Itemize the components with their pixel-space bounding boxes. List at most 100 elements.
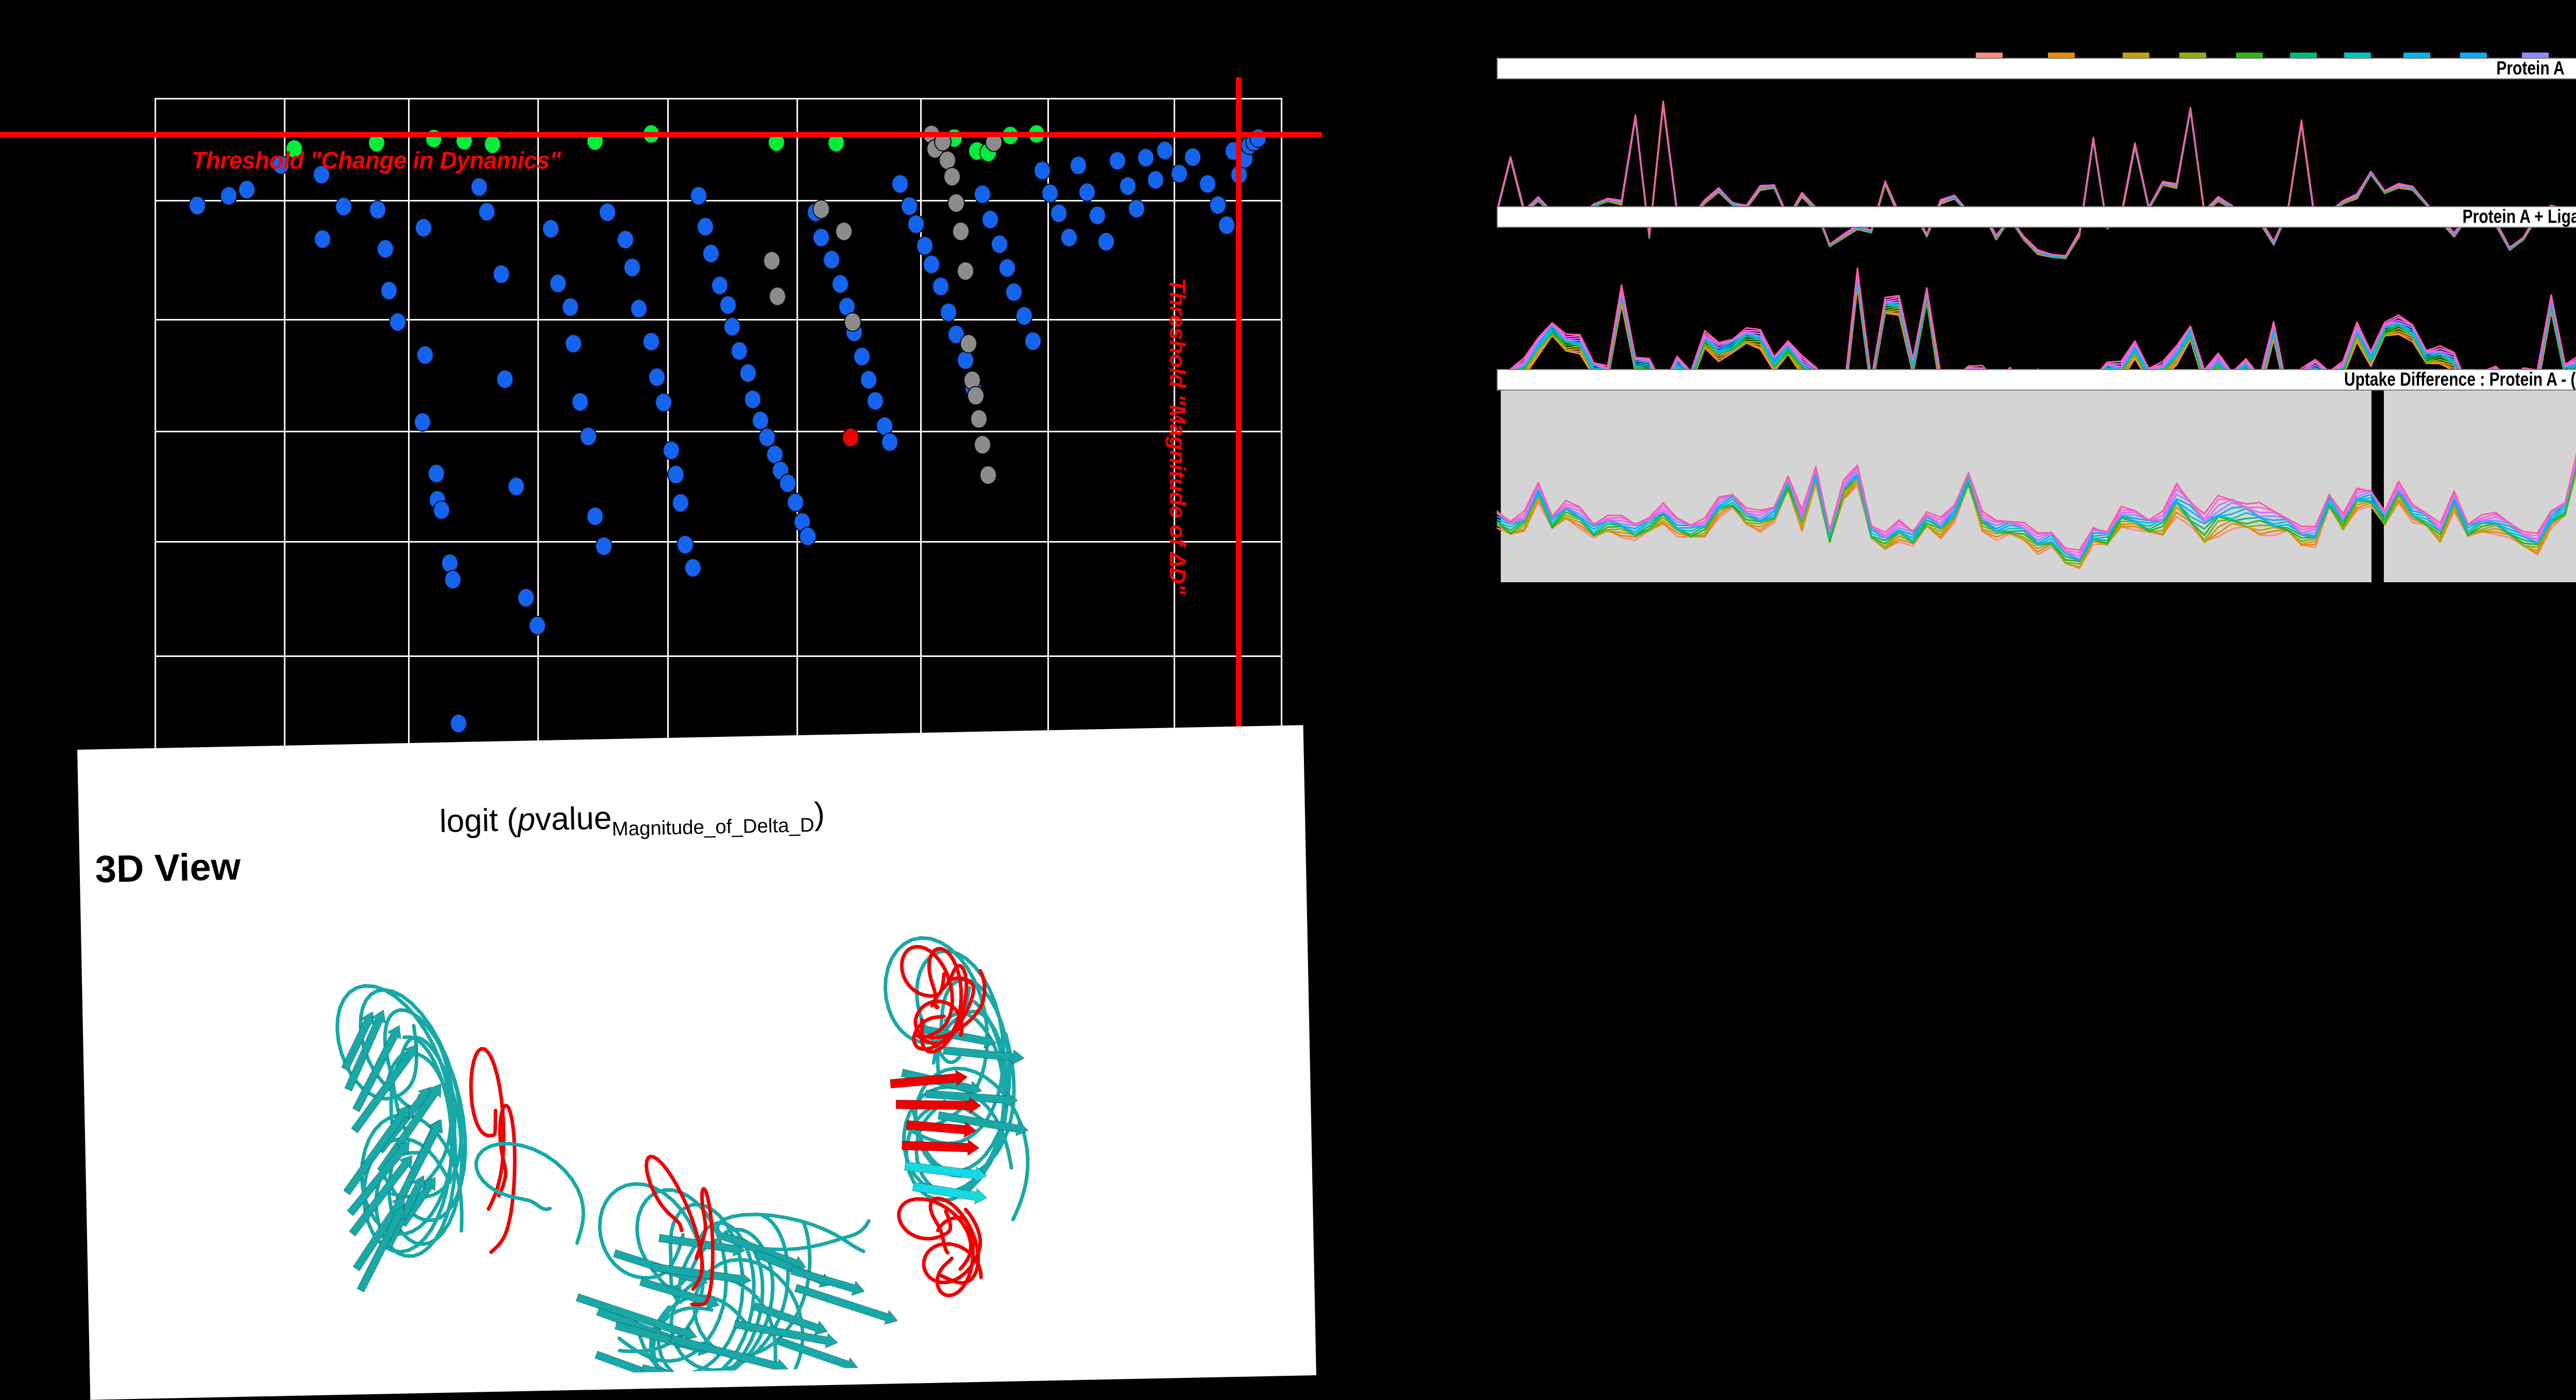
- volcano-data-point[interactable]: [483, 134, 501, 154]
- volcano-data-point[interactable]: [579, 427, 597, 447]
- volcano-data-point[interactable]: [778, 473, 796, 493]
- volcano-data-point[interactable]: [960, 333, 978, 353]
- volcano-data-point[interactable]: [1050, 204, 1068, 224]
- uptake-trace[interactable]: [1497, 459, 2576, 566]
- volcano-data-point[interactable]: [377, 239, 395, 259]
- volcano-data-point[interactable]: [841, 427, 859, 447]
- volcano-data-point[interactable]: [1069, 156, 1087, 176]
- volcano-data-point[interactable]: [1218, 215, 1236, 235]
- volcano-data-point[interactable]: [1184, 147, 1202, 167]
- volcano-data-point[interactable]: [907, 214, 925, 234]
- volcano-plot-area[interactable]: [0, 77, 1322, 788]
- volcano-data-point[interactable]: [916, 236, 934, 256]
- volcano-data-point[interactable]: [812, 199, 831, 219]
- volcano-data-point[interactable]: [875, 416, 893, 436]
- volcano-data-point[interactable]: [380, 281, 398, 301]
- volcano-data-point[interactable]: [758, 427, 776, 447]
- uptake-traces-difference[interactable]: [1497, 391, 2576, 582]
- volcano-data-point[interactable]: [427, 463, 445, 483]
- volcano-data-point[interactable]: [507, 476, 525, 496]
- volcano-data-point[interactable]: [368, 200, 386, 220]
- volcano-data-point[interactable]: [1147, 170, 1165, 190]
- volcano-data-point[interactable]: [752, 411, 770, 431]
- volcano-data-point[interactable]: [799, 527, 817, 547]
- volcano-data-point[interactable]: [335, 197, 353, 217]
- volcano-data-point[interactable]: [220, 185, 238, 206]
- volcano-data-point[interactable]: [956, 261, 974, 281]
- volcano-data-point[interactable]: [719, 295, 737, 315]
- volcano-data-point[interactable]: [1033, 160, 1051, 180]
- volcano-data-point[interactable]: [272, 155, 290, 175]
- volcano-data-point[interactable]: [743, 389, 761, 409]
- volcano-data-point[interactable]: [947, 193, 965, 213]
- volcano-data-point[interactable]: [655, 392, 673, 412]
- volcano-data-point[interactable]: [711, 275, 729, 295]
- volcano-data-point[interactable]: [1209, 195, 1227, 215]
- volcano-data-point[interactable]: [1198, 174, 1216, 194]
- volcano-data-point[interactable]: [549, 273, 567, 293]
- volcano-data-point[interactable]: [762, 250, 781, 271]
- volcano-data-point[interactable]: [832, 274, 850, 294]
- volcano-data-point[interactable]: [663, 440, 681, 460]
- volcano-data-point[interactable]: [586, 507, 604, 527]
- volcano-data-point[interactable]: [416, 345, 434, 365]
- volcano-data-point[interactable]: [973, 434, 991, 454]
- volcano-data-point[interactable]: [529, 615, 547, 635]
- volcano-data-point[interactable]: [696, 217, 714, 237]
- volcano-data-point[interactable]: [623, 257, 641, 277]
- volcano-data-point[interactable]: [642, 331, 660, 351]
- volcano-data-point[interactable]: [1015, 306, 1033, 326]
- volcano-data-point[interactable]: [648, 367, 666, 387]
- volcano-data-point[interactable]: [414, 412, 432, 432]
- volcano-data-point[interactable]: [812, 227, 831, 247]
- volcano-data-point[interactable]: [433, 500, 451, 520]
- volcano-data-point[interactable]: [285, 139, 303, 159]
- volcano-data-point[interactable]: [565, 333, 583, 353]
- volcano-data-point[interactable]: [667, 465, 685, 485]
- volcano-data-point[interactable]: [684, 558, 702, 578]
- volcano-data-point[interactable]: [450, 714, 468, 734]
- volcano-data-point[interactable]: [931, 276, 950, 296]
- volcano-data-point[interactable]: [595, 536, 613, 556]
- volcano-data-point[interactable]: [786, 492, 804, 512]
- volcano-data-point[interactable]: [970, 409, 988, 429]
- volcano-data-point[interactable]: [1137, 147, 1155, 167]
- volcano-data-point[interactable]: [189, 195, 207, 215]
- volcano-data-point[interactable]: [998, 258, 1016, 278]
- three-d-view-panel[interactable]: logit (pvalueMagnitude_of_Delta_D) 3D Vi…: [77, 725, 1316, 1400]
- volcano-plot-panel[interactable]: Threshold "Change in Dynamics" Threshold…: [0, 0, 1322, 804]
- volcano-data-point[interactable]: [940, 302, 958, 322]
- volcano-data-point[interactable]: [671, 493, 689, 513]
- volcano-data-point[interactable]: [1128, 198, 1146, 218]
- volcano-data-point[interactable]: [956, 350, 974, 370]
- volcano-data-point[interactable]: [859, 369, 877, 390]
- volcano-data-point[interactable]: [493, 264, 511, 284]
- volcano-data-point[interactable]: [835, 221, 853, 241]
- volcano-data-point[interactable]: [891, 174, 909, 194]
- volcano-data-point[interactable]: [1005, 282, 1023, 302]
- volcano-data-point[interactable]: [1078, 182, 1096, 202]
- volcano-data-point[interactable]: [1097, 232, 1115, 251]
- volcano-data-point[interactable]: [478, 201, 496, 222]
- volcano-data-point[interactable]: [313, 229, 331, 249]
- uptake-trace[interactable]: [1497, 447, 2576, 553]
- volcano-data-point[interactable]: [981, 210, 999, 230]
- volcano-data-point[interactable]: [1060, 227, 1078, 247]
- volcano-data-point[interactable]: [517, 588, 535, 608]
- volcano-data-point[interactable]: [702, 243, 720, 263]
- volcano-data-point[interactable]: [616, 230, 634, 250]
- volcano-data-point[interactable]: [900, 196, 918, 216]
- volcano-data-point[interactable]: [1118, 176, 1137, 196]
- volcano-data-point[interactable]: [676, 534, 694, 554]
- volcano-data-point[interactable]: [881, 432, 899, 452]
- volcano-data-point[interactable]: [598, 202, 616, 222]
- volcano-data-point[interactable]: [768, 286, 786, 306]
- volcano-data-point[interactable]: [571, 392, 589, 412]
- volcano-data-point[interactable]: [542, 219, 560, 239]
- volcano-data-point[interactable]: [739, 363, 757, 383]
- uptake-plots-region[interactable]: Protein A Protein A + Ligand Uptake Diff…: [1484, 0, 2576, 1400]
- volcano-data-point[interactable]: [973, 184, 991, 205]
- volcano-data-point[interactable]: [1088, 205, 1106, 225]
- volcano-data-point[interactable]: [723, 317, 741, 337]
- volcano-data-point[interactable]: [689, 185, 707, 206]
